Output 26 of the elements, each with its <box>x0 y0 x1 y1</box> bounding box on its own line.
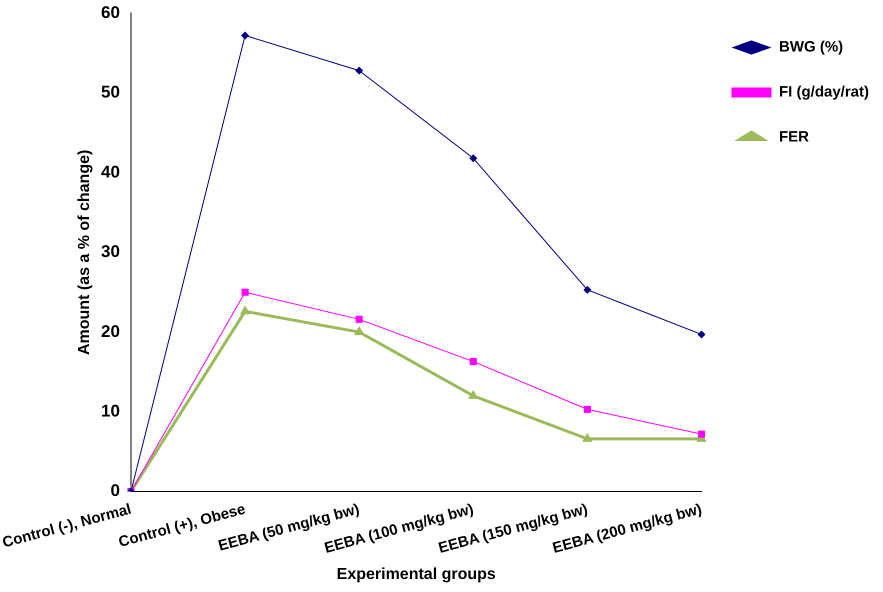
point <box>583 286 592 294</box>
y-axis-title: Amount (as a % of change) <box>76 150 93 356</box>
point <box>354 326 364 336</box>
legend-label: BWG (%) <box>778 38 844 56</box>
x-axis-title: Experimental groups <box>336 566 496 583</box>
point <box>582 432 593 442</box>
point <box>355 66 364 75</box>
y-tick-label: 50 <box>101 82 120 102</box>
point <box>584 406 591 413</box>
point <box>697 330 706 338</box>
y-tick-label: 40 <box>101 162 120 182</box>
legend-label: FER <box>778 128 810 146</box>
point <box>240 305 250 314</box>
point <box>241 32 250 40</box>
point <box>242 288 249 296</box>
point <box>469 154 478 162</box>
point <box>698 430 706 438</box>
point <box>468 390 478 399</box>
y-tick-label: 0 <box>110 481 120 500</box>
point <box>356 316 363 323</box>
legend-label: FI (g/day/rat) <box>778 84 870 101</box>
y-tick-label: 10 <box>101 401 120 420</box>
y-tick-label: 30 <box>101 242 120 262</box>
point <box>470 358 477 366</box>
y-tick-label: 20 <box>101 322 120 341</box>
y-tick-label: 60 <box>101 2 120 22</box>
